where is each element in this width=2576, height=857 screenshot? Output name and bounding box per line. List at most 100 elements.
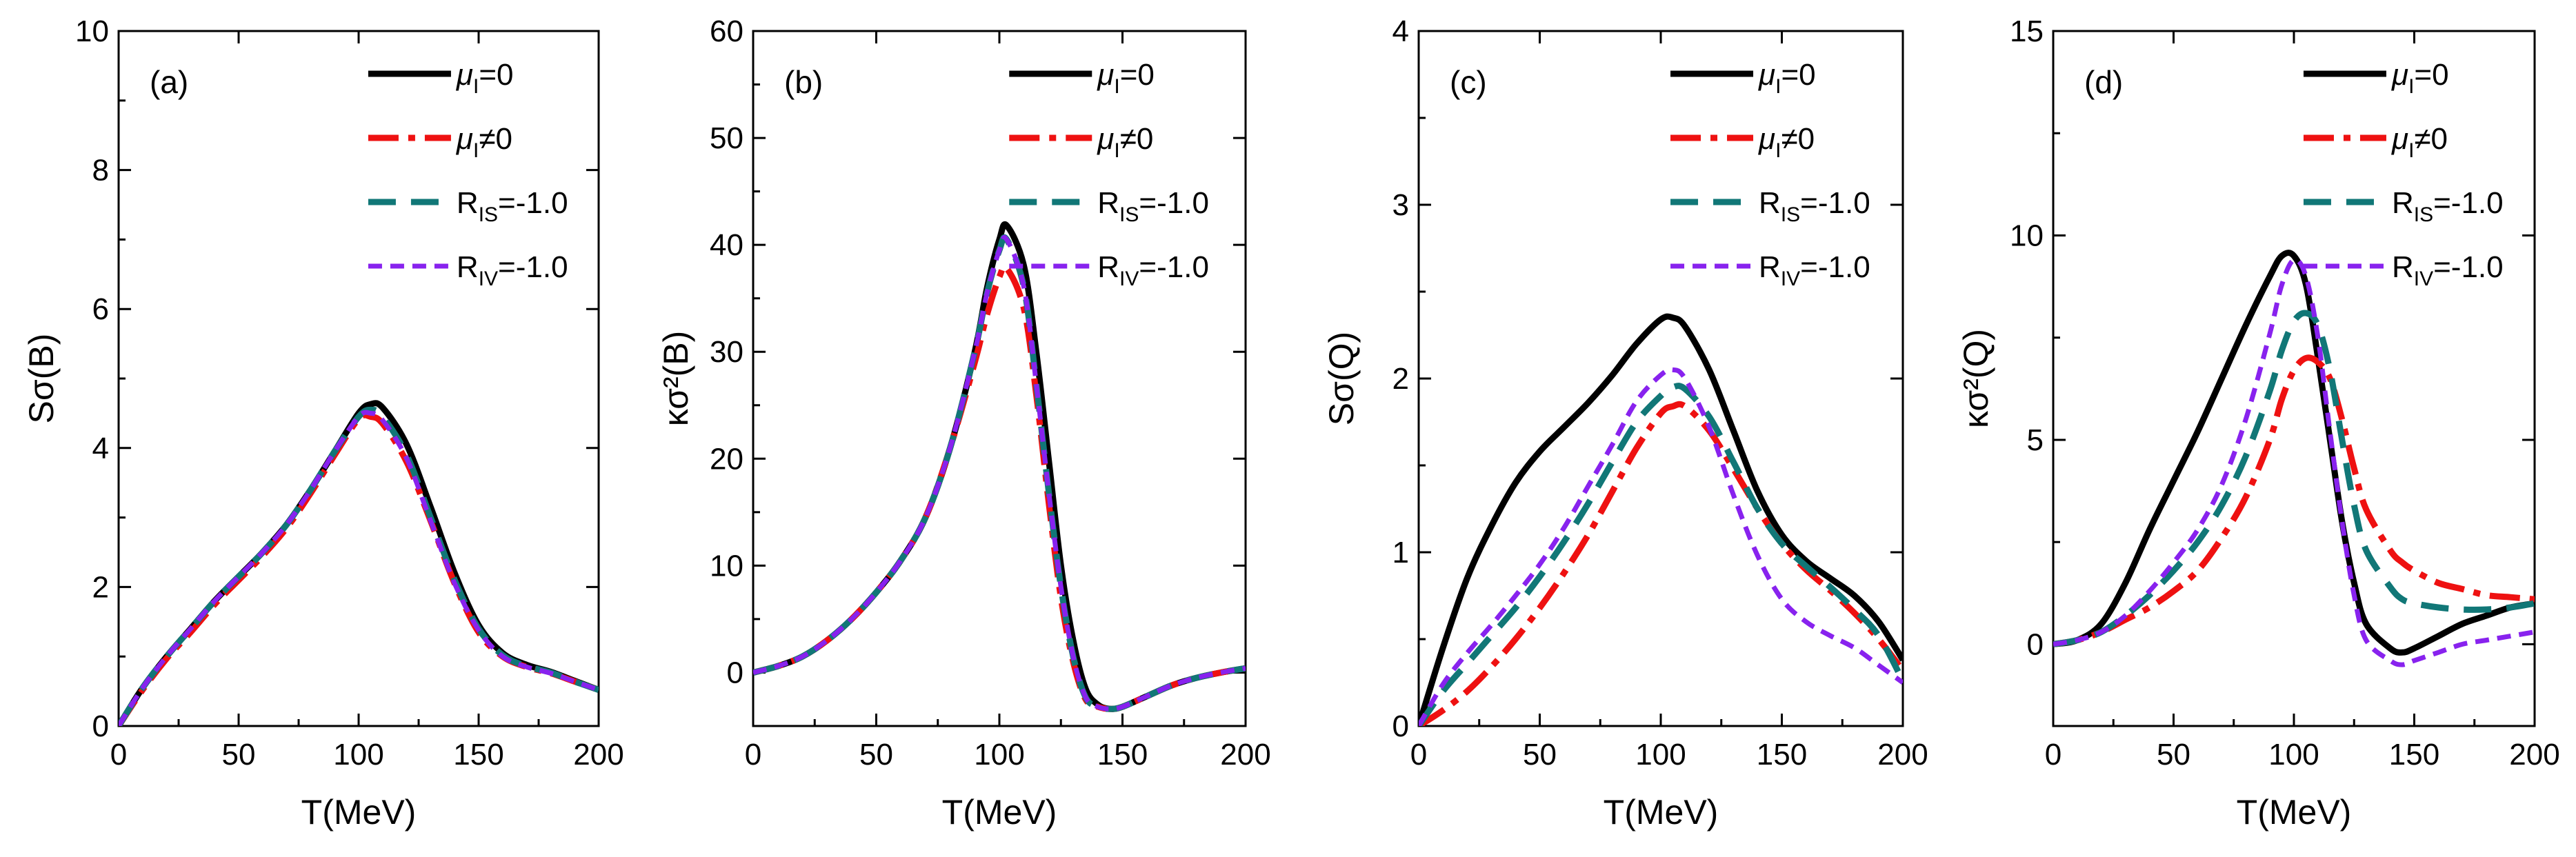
x-axis-title: T(MeV) [1604,793,1719,831]
y-axis-title: κσ²(B) [657,331,695,427]
series-line-a-2 [119,406,599,726]
x-tick-label: 50 [1523,738,1557,772]
series-group [753,221,1246,712]
series-line-c-3 [1419,367,1903,726]
x-tick-label: 100 [1635,738,1686,772]
legend-label-2: RIS=-1.0 [1097,186,1209,226]
y-tick-label: 15 [2010,14,2044,48]
series-line-d-2 [2053,310,2535,647]
legend-label-2: RIS=-1.0 [1759,186,1870,226]
plot-frame [117,30,600,727]
series-group [1419,313,1903,726]
x-tick-label: 150 [1757,738,1807,772]
legend-label-0: μI=0 [1758,58,1816,98]
legend-label-3: RIV=-1.0 [1097,250,1209,290]
series-line-b-1 [753,263,1246,712]
y-tick-label: 0 [1392,709,1409,743]
plot-frame [752,30,1247,727]
y-tick-label: 20 [710,442,743,476]
y-tick-label: 2 [1392,362,1409,396]
y-tick-label: 8 [92,154,109,188]
panel-d: 0 50 100 150 200 0 5 10 15 T(MeV) κσ²(Q) (d) μI=0 μI≠… [1957,14,2560,831]
y-tick-label: 0 [2027,627,2044,661]
y-axis-title: Sσ(Q) [1322,332,1361,425]
x-axis-title: T(MeV) [2237,793,2352,831]
series-line-d-1 [2053,354,2535,647]
y-tick-label: 0 [92,709,109,743]
y-tick-label: 3 [1392,188,1409,222]
series-line-d-3 [2053,257,2535,667]
y-axis-title: κσ²(Q) [1957,329,1995,428]
y-tick-label: 4 [1392,14,1409,48]
series-line-d-0 [2053,250,2535,656]
series-line-a-1 [119,412,599,726]
x-tick-label: 50 [222,738,256,772]
x-axis-title: T(MeV) [942,793,1057,831]
legend-label-0: μI=0 [1097,58,1155,98]
panel-b: 0 50 100 150 200 0 10 20 30 40 50 60 T(MeV) κσ²(B) (b)… [657,14,1271,831]
x-tick-label: 150 [2389,738,2439,772]
y-tick-label: 2 [92,570,109,604]
y-tick-label: 10 [2010,219,2044,252]
series-line-a-0 [119,400,599,726]
x-tick-label: 0 [745,738,761,772]
y-tick-label: 60 [710,14,743,48]
y-tick-label: 5 [2027,423,2044,457]
legend-label-3: RIV=-1.0 [1759,250,1870,290]
y-tick-label: 4 [92,432,109,465]
panel-label: (a) [150,64,188,100]
x-tick-label: 100 [2268,738,2319,772]
series-line-b-3 [753,234,1246,712]
legend-label-1: μI≠0 [1758,122,1815,162]
x-tick-label: 0 [110,738,127,772]
series-line-a-3 [119,410,599,726]
y-tick-label: 1 [1392,536,1409,569]
panel-label: (c) [1450,64,1487,100]
y-tick-label: 10 [75,14,109,48]
series-group [119,400,599,726]
x-tick-label: 0 [1410,738,1427,772]
series-line-c-1 [1419,401,1903,726]
y-tick-label: 30 [710,335,743,369]
y-tick-label: 10 [710,549,743,583]
y-axis-title: Sσ(B) [22,334,61,424]
series-line-c-2 [1419,383,1903,726]
legend-label-3: RIV=-1.0 [2392,250,2504,290]
x-tick-label: 50 [859,738,893,772]
legend-label-2: RIS=-1.0 [457,186,568,226]
series-group [2053,250,2535,667]
legend: μI=0 μI≠0 RIS=-1.0 RIV=-1.0 [368,58,568,290]
legend-label-1: μI≠0 [2391,122,2448,162]
legend: μI=0 μI≠0 RIS=-1.0 RIV=-1.0 [2303,58,2504,290]
series-line-c-0 [1419,313,1903,726]
panel-label: (d) [2084,64,2123,100]
x-axis-title: T(MeV) [301,793,417,831]
panel-label: (b) [784,64,823,100]
x-tick-label: 0 [2045,738,2061,772]
series-line-b-0 [753,221,1246,712]
y-tick-label: 0 [727,656,743,689]
x-tick-label: 50 [2157,738,2190,772]
x-tick-label: 150 [1097,738,1148,772]
legend-label-2: RIS=-1.0 [2392,186,2504,226]
legend: μI=0 μI≠0 RIS=-1.0 RIV=-1.0 [1670,58,1870,290]
legend-label-3: RIV=-1.0 [457,250,568,290]
x-tick-label: 200 [2509,738,2559,772]
y-tick-label: 50 [710,121,743,155]
legend-label-0: μI=0 [456,58,514,98]
y-tick-label: 40 [710,228,743,262]
legend-label-0: μI=0 [2391,58,2449,98]
x-tick-label: 200 [573,738,623,772]
x-tick-label: 200 [1877,738,1928,772]
x-tick-label: 200 [1220,738,1270,772]
y-tick-label: 6 [92,292,109,326]
plot-frame [1417,30,1904,727]
legend-label-1: μI≠0 [456,122,512,162]
x-tick-label: 100 [333,738,383,772]
legend-label-1: μI≠0 [1097,122,1153,162]
legend: μI=0 μI≠0 RIS=-1.0 RIV=-1.0 [1009,58,1209,290]
x-tick-label: 100 [974,738,1024,772]
x-tick-label: 150 [453,738,503,772]
panel-c: 0 50 100 150 200 0 1 2 3 4 T(MeV) Sσ(Q) (c) μI=0 μI≠0 R… [1322,14,1928,831]
